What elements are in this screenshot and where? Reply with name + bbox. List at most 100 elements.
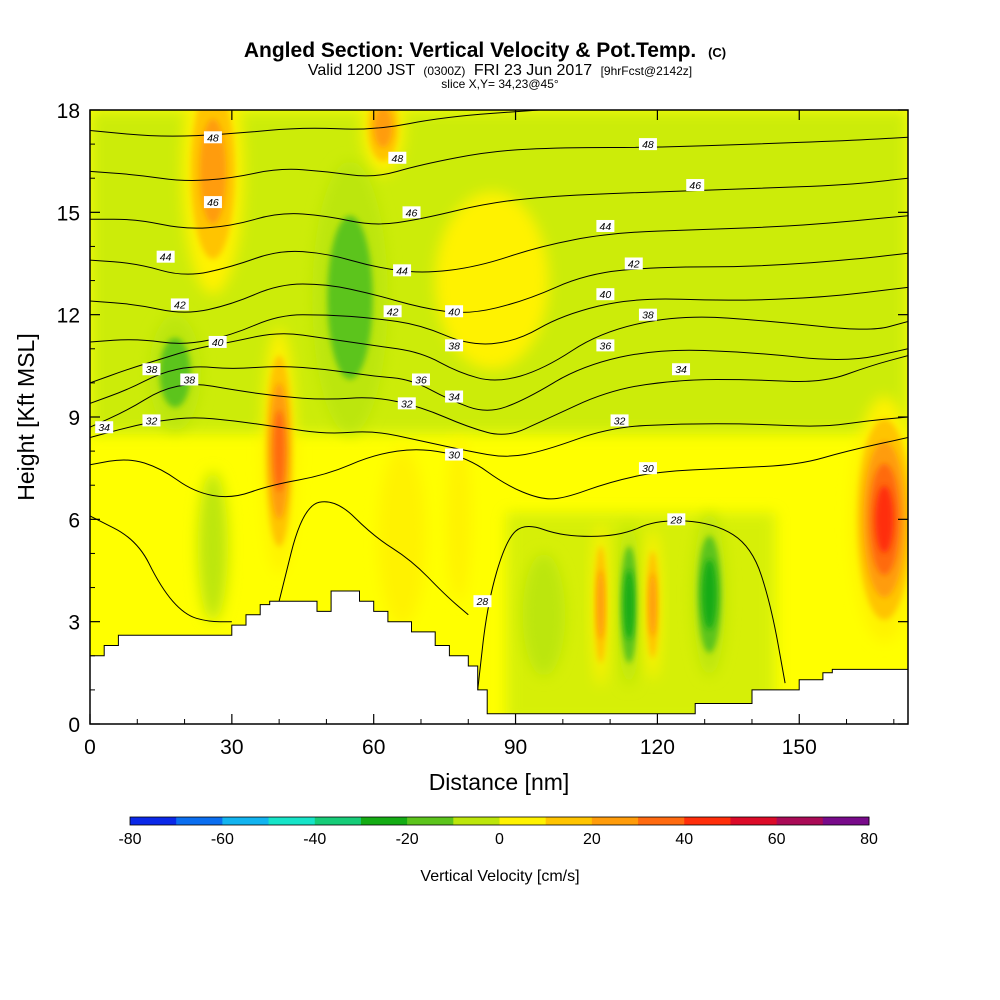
isentrope-label-bg bbox=[445, 305, 464, 318]
isentrope-label-23: 40 bbox=[596, 288, 615, 301]
isentrope-label-bg bbox=[638, 462, 657, 475]
isentrope-label-bg bbox=[402, 206, 421, 219]
colorbar-segment-12 bbox=[684, 817, 731, 825]
colorbar-tick-label: -60 bbox=[211, 831, 234, 848]
x-axis-label: Distance [nm] bbox=[429, 769, 570, 795]
colorbar-tick-label: 0 bbox=[495, 831, 504, 848]
velocity-cell-4-level-1 bbox=[378, 447, 426, 626]
y-tick-label: 0 bbox=[68, 714, 80, 737]
colorbar-tick-label: 60 bbox=[768, 831, 786, 848]
isentrope-label-26: 34 bbox=[672, 363, 691, 376]
isentrope-line-44-10 bbox=[90, 215, 908, 275]
colorbar-tick-label: -40 bbox=[303, 831, 326, 848]
colorbar-tick-label: 80 bbox=[860, 831, 878, 848]
colorbar-segment-3 bbox=[268, 817, 316, 825]
isentrope-label-bg bbox=[208, 335, 227, 348]
isentrope-label-bg bbox=[596, 219, 615, 232]
x-tick-label: 120 bbox=[640, 736, 675, 759]
colorbar-tick-label: 40 bbox=[675, 831, 693, 848]
colorbar-segment-0 bbox=[130, 817, 177, 825]
isentrope-label-text: 34 bbox=[98, 422, 110, 434]
isentrope-label-bg bbox=[672, 363, 691, 376]
isentrope-label-text: 40 bbox=[448, 306, 460, 318]
isentrope-label-text: 42 bbox=[387, 306, 399, 318]
colorbar-ticks: -80 -60 -40 -20 0 20 40 60 80 bbox=[118, 831, 878, 848]
colorbar-segment-4 bbox=[314, 817, 362, 825]
isentrope-label-bg bbox=[473, 595, 492, 608]
x-tick-label: 90 bbox=[504, 736, 527, 759]
isentrope-label-text: 46 bbox=[207, 197, 219, 209]
isentrope-line-42-9 bbox=[90, 252, 908, 313]
colorbar-segment-14 bbox=[776, 817, 824, 825]
isentrope-label-bg bbox=[610, 414, 629, 427]
isentrope-label-19: 48 bbox=[638, 138, 657, 151]
isentrope-label-22: 42 bbox=[624, 257, 643, 271]
isentrope-label-3: 42 bbox=[170, 298, 189, 311]
colorbar-segment-5 bbox=[360, 817, 408, 825]
isentrope-label-5: 38 bbox=[142, 363, 161, 376]
isentrope-label-text: 36 bbox=[600, 340, 612, 352]
slice-label: slice X,Y= 34,23@45° bbox=[441, 77, 559, 91]
isentrope-label-16: 34 bbox=[445, 390, 464, 404]
isentrope-label-bg bbox=[686, 179, 705, 192]
velocity-cell-1-level-4 bbox=[273, 410, 285, 493]
isentrope-label-text: 34 bbox=[448, 392, 460, 404]
colorbar-segment-1 bbox=[176, 817, 223, 825]
isentrope-line-32-4 bbox=[90, 416, 908, 457]
isentrope-label-text: 32 bbox=[614, 415, 626, 427]
isentrope-label-text: 42 bbox=[628, 259, 640, 271]
isentrope-label-12: 42 bbox=[383, 305, 402, 318]
isentrope-label-bg bbox=[388, 151, 407, 164]
isentrope-label-25: 36 bbox=[596, 339, 615, 352]
isentrope-label-text: 38 bbox=[183, 374, 195, 386]
velocity-cell-2-level-3 bbox=[374, 110, 393, 148]
isentrope-label-9: 48 bbox=[388, 151, 407, 165]
terrain-mask bbox=[90, 590, 908, 724]
isentrope-label-14: 38 bbox=[445, 339, 464, 352]
isentrope-line-50-13 bbox=[90, 110, 540, 137]
isentrope-label-11: 44 bbox=[393, 264, 412, 277]
isentrope-line-48-12 bbox=[90, 136, 908, 181]
isentrope-label-17: 32 bbox=[397, 397, 416, 410]
isentrope-label-text: 28 bbox=[476, 596, 489, 608]
velocity-cell-9-level-1 bbox=[522, 553, 566, 677]
velocity-cell-3-level-5 bbox=[875, 485, 894, 553]
isentrope-label-bg bbox=[142, 414, 161, 427]
isentrope-label-text: 44 bbox=[396, 265, 408, 277]
isentrope-label-text: 38 bbox=[146, 364, 158, 376]
isentrope-label-20: 46 bbox=[686, 179, 705, 192]
y-tick-label: 18 bbox=[57, 100, 80, 123]
y-tick-label: 6 bbox=[68, 509, 80, 532]
isentrope-label-bg bbox=[203, 131, 222, 144]
colorbar-tick-label: -20 bbox=[396, 831, 419, 848]
y-tick-label: 9 bbox=[68, 407, 80, 430]
chart-title: Angled Section: Vertical Velocity & Pot.… bbox=[244, 39, 726, 62]
isentrope-label-bg bbox=[596, 288, 615, 301]
x-tick-label: 0 bbox=[84, 736, 96, 759]
colorbar-segment-2 bbox=[222, 817, 270, 825]
isentrope-label-2: 44 bbox=[156, 250, 175, 264]
isentrope-line-30-3 bbox=[90, 437, 908, 500]
isentrope-label-29: 28 bbox=[667, 513, 686, 526]
y-tick-label: 15 bbox=[57, 202, 80, 225]
velocity-cell-13-level-3 bbox=[649, 572, 657, 637]
isentrope-label-text: 38 bbox=[642, 310, 654, 322]
isentrope-label-text: 30 bbox=[642, 463, 654, 475]
isentrope-label-bg bbox=[411, 373, 430, 386]
isentrope-label-10: 46 bbox=[402, 206, 421, 219]
isentrope-label-bg bbox=[397, 397, 416, 410]
isentrope-label-bg bbox=[180, 373, 199, 386]
isentrope-line-28-1 bbox=[278, 501, 469, 616]
isentrope-line-38-7 bbox=[90, 316, 908, 384]
velocity-cell-12-level-3 bbox=[597, 569, 605, 640]
isentrope-label-0: 48 bbox=[203, 131, 222, 144]
isentrope-label-1: 46 bbox=[203, 196, 222, 209]
colorbar bbox=[129, 816, 870, 826]
isentrope-label-text: 44 bbox=[600, 221, 612, 233]
colorbar-segment-13 bbox=[730, 817, 778, 825]
isentrope-labels: 48 46 44 42 40 38 38 34 32 48 46 44 42 40 38 36 34 32 30 48… bbox=[95, 131, 705, 608]
isentrope-label-text: 48 bbox=[391, 153, 403, 165]
isentrope-line-46-11 bbox=[90, 177, 908, 229]
colorbar-segment-15 bbox=[822, 817, 870, 825]
